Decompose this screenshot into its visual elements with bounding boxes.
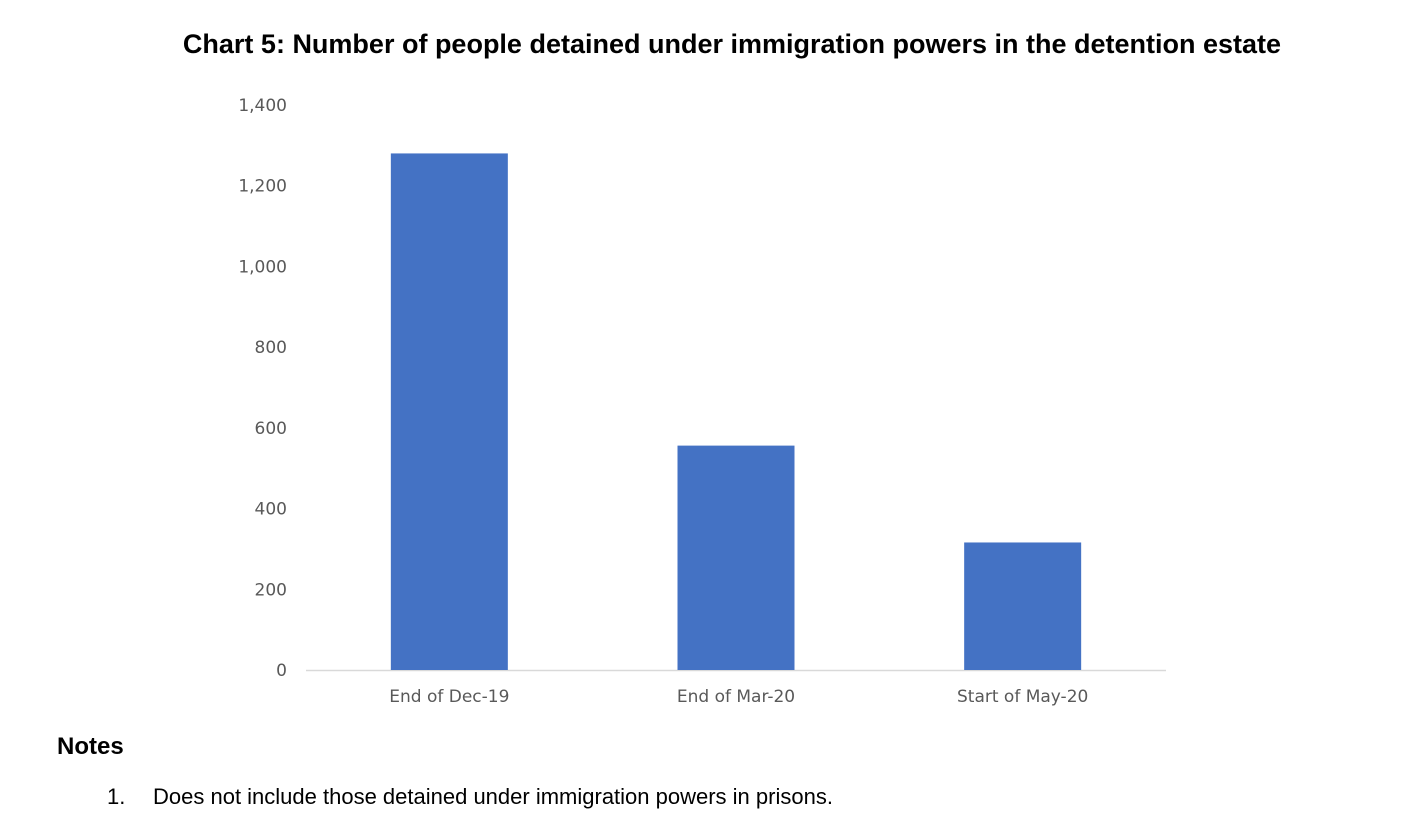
notes-heading: Notes	[57, 733, 124, 760]
bar	[964, 542, 1082, 670]
y-tick-label: 0	[276, 661, 287, 681]
x-category-label: End of Mar-20	[677, 687, 795, 707]
y-tick-label: 1,200	[238, 177, 287, 197]
note-number: 1.	[107, 784, 126, 809]
y-tick-label: 1,000	[238, 257, 287, 277]
y-tick-label: 1,400	[238, 96, 287, 116]
y-tick-label: 200	[255, 580, 287, 600]
chart-title: Chart 5: Number of people detained under…	[182, 29, 1282, 59]
y-tick-label: 600	[255, 419, 287, 439]
x-category-label: Start of May-20	[957, 687, 1088, 707]
bar	[390, 153, 508, 670]
y-axis-tick-labels: 0 200 400 600 800 1,000 1,200 1,400	[238, 96, 287, 681]
y-tick-label: 800	[255, 338, 287, 358]
y-tick-label: 400	[255, 500, 287, 520]
bar	[677, 445, 795, 670]
bar-series	[390, 153, 1082, 670]
x-category-label: End of Dec-19	[389, 687, 509, 707]
note-text: Does not include those detained under im…	[153, 784, 833, 809]
x-axis-category-labels: End of Dec-19 End of Mar-20 Start of May-2…	[389, 687, 1088, 707]
